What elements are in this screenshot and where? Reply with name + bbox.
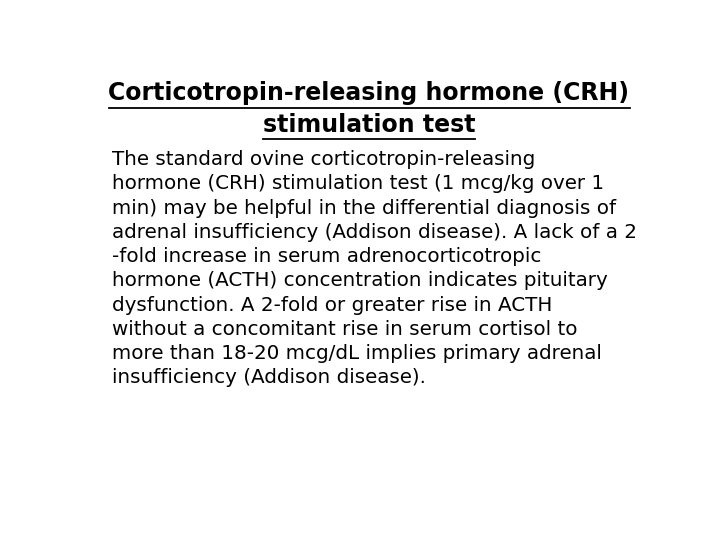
Text: The standard ovine corticotropin-releasing
hormone (CRH) stimulation test (1 mcg: The standard ovine corticotropin-releasi…	[112, 150, 637, 388]
Text: stimulation test: stimulation test	[263, 113, 475, 137]
Text: Corticotropin-releasing hormone (CRH): Corticotropin-releasing hormone (CRH)	[109, 82, 629, 105]
